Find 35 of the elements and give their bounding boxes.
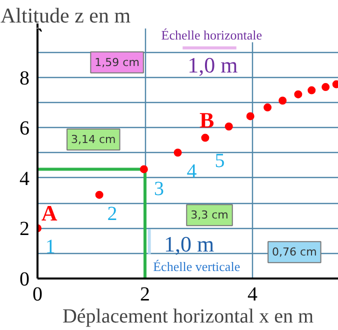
point: [140, 165, 148, 174]
x-tick-label: 2: [140, 284, 150, 306]
annotation: 0,76 cm: [272, 246, 317, 259]
point: [246, 112, 254, 120]
point: [322, 83, 330, 92]
y-tick-label: 0: [20, 268, 30, 290]
annotation: 5: [214, 150, 225, 172]
annotation: 4: [186, 160, 197, 182]
point: [224, 122, 233, 130]
x-axis-title: Déplacement horizontal x en m: [62, 306, 314, 328]
annotation: B: [199, 108, 214, 133]
annotation: 1,59 cm: [94, 56, 140, 69]
annotation: Échelle verticale: [153, 259, 240, 274]
annotation: Échelle horizontale: [161, 27, 262, 42]
annotation: 3,3 cm: [190, 208, 228, 222]
annotation: 1,0 m: [164, 232, 214, 257]
y-tick-label: 6: [20, 118, 30, 140]
point: [95, 190, 104, 199]
point: [294, 90, 302, 98]
x-tick-label: 4: [248, 284, 258, 306]
annotation: 1: [45, 236, 56, 258]
y-tick-label: 8: [20, 67, 30, 90]
y-axis-title: Altitude z en m: [0, 4, 131, 28]
point: [278, 96, 287, 105]
y-tick-label: 4: [20, 168, 30, 190]
point: [264, 103, 272, 112]
annotation: 3: [154, 178, 164, 200]
point: [308, 86, 316, 94]
annotation: 1,0 m: [188, 52, 238, 78]
annotation: 3,14 cm: [71, 133, 116, 146]
annotation: A: [41, 200, 58, 226]
point: [174, 148, 182, 157]
point: [201, 134, 210, 142]
y-tick-label: 2: [20, 218, 30, 240]
annotation: 2: [107, 203, 118, 226]
